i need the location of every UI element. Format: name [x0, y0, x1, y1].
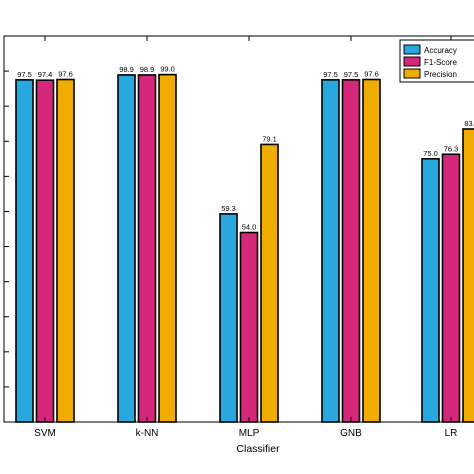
- data-label: 98.9: [140, 65, 155, 74]
- plot-frame: [3, 35, 474, 423]
- data-label: 97.5: [344, 70, 359, 79]
- data-label: 97.6: [364, 70, 379, 79]
- data-label: 75.0: [423, 149, 438, 158]
- bar-f1-score-svm: [35, 79, 55, 423]
- legend-entry: Precision: [424, 70, 457, 79]
- data-label: 97.5: [17, 70, 32, 79]
- x-tick-label: GNB: [340, 428, 362, 439]
- bar-accuracy-svm: [15, 79, 34, 423]
- data-label: 97.4: [38, 70, 53, 79]
- legend-swatch: [403, 44, 421, 55]
- data-label: 97.5: [323, 70, 338, 79]
- bar-f1-score-k-nn: [137, 74, 157, 423]
- bar-accuracy-lr: [421, 158, 440, 423]
- data-label: 98.9: [119, 65, 134, 74]
- data-label: 76.3: [444, 144, 459, 153]
- bar-accuracy-mlp: [219, 213, 238, 423]
- data-label: 79.1: [262, 134, 277, 143]
- axes-layer: SVM k-NN MLP GNB LR: [3, 35, 474, 439]
- bar-f1-score-mlp: [239, 231, 259, 423]
- x-tick-label: LR: [445, 428, 458, 439]
- bar-accuracy-gnb: [321, 79, 340, 423]
- data-label: 83.5: [464, 119, 474, 128]
- bar-precision-mlp: [260, 143, 279, 423]
- legend-swatch: [403, 56, 421, 67]
- data-label: 97.6: [58, 70, 73, 79]
- x-tick-label: k-NN: [136, 428, 159, 439]
- bar-accuracy-k-nn: [117, 74, 136, 423]
- data-label: 99.0: [160, 65, 175, 74]
- bar-f1-score-lr: [441, 153, 461, 423]
- bars-layer: [15, 73, 474, 423]
- bar-precision-lr: [462, 128, 474, 423]
- x-tick-label: MLP: [239, 428, 260, 439]
- data-label: 54.0: [242, 223, 257, 232]
- bar-f1-score-gnb: [341, 79, 361, 423]
- bar-precision-gnb: [362, 78, 381, 423]
- x-tick-label: SVM: [34, 428, 56, 439]
- legend: Accuracy F1-Score Precision: [399, 39, 474, 83]
- data-labels-layer: 97.5 98.9 59.3 97.5 75.0 97.4 98.9 54.0 97.5 76.3…: [17, 65, 474, 232]
- legend-entry: Accuracy: [424, 46, 457, 55]
- x-axis-title: Classifier: [236, 443, 280, 455]
- legend-entry: F1-Score: [424, 58, 457, 67]
- data-label: 59.3: [221, 204, 236, 213]
- bar-precision-svm: [56, 78, 75, 423]
- legend-swatch: [403, 68, 421, 79]
- bar-precision-k-nn: [158, 73, 177, 423]
